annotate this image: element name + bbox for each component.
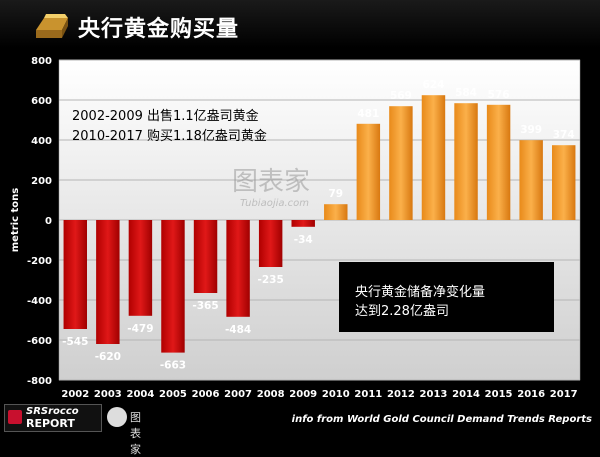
data-label: 584 <box>455 87 477 99</box>
bar-2016 <box>519 140 543 220</box>
bars <box>63 95 576 353</box>
y-tick-label: -600 <box>27 336 52 347</box>
y-tick-label: 600 <box>31 96 52 107</box>
x-tick-label: 2008 <box>257 389 285 400</box>
bar-2007 <box>226 220 250 317</box>
bar-2009 <box>291 220 315 227</box>
summary-line-2: 达到2.28亿盎司 <box>355 304 449 319</box>
gold-bar-icon <box>36 14 68 38</box>
x-tick-label: 2006 <box>192 389 220 400</box>
x-tick-label: 2009 <box>289 389 317 400</box>
x-tick-label: 2005 <box>159 389 187 400</box>
y-tick-label: 200 <box>31 176 52 187</box>
x-tick-label: 2011 <box>354 389 382 400</box>
bar-2014 <box>454 103 478 220</box>
x-tick-label: 2010 <box>322 389 350 400</box>
data-label: -479 <box>127 323 153 335</box>
tubiao-logo-text: 图表家 <box>130 411 141 456</box>
srs-badge-icon <box>8 410 22 424</box>
bar-2003 <box>96 220 120 344</box>
data-label: -34 <box>294 234 313 246</box>
data-label: -484 <box>225 324 251 336</box>
data-label: -365 <box>192 300 218 312</box>
summary-line-1: 央行黄金储备净变化量 <box>355 284 485 300</box>
y-axis-label: metric tons <box>10 188 21 253</box>
srs-logo: SRSrocco REPORT <box>4 404 102 432</box>
x-tick-label: 2014 <box>452 389 480 400</box>
x-tick-label: 2003 <box>94 389 122 400</box>
data-label: -545 <box>62 336 88 348</box>
note-line-2: 2010-2017 购买1.18亿盎司黄金 <box>72 128 267 144</box>
data-label: 569 <box>390 90 412 102</box>
bar-2013 <box>421 95 446 220</box>
x-tick-label: 2012 <box>387 389 415 400</box>
y-tick-label: -800 <box>27 376 52 387</box>
y-tick-label: -200 <box>27 256 52 267</box>
bar-2002 <box>63 220 88 329</box>
data-label: 624 <box>423 79 445 91</box>
y-tick-label: -400 <box>27 296 52 307</box>
note-line-1: 2002-2009 出售1.1亿盎司黄金 <box>72 108 259 124</box>
bar-2017 <box>551 145 576 220</box>
data-label: -620 <box>95 351 121 363</box>
x-tick-label: 2002 <box>61 389 89 400</box>
data-label: 576 <box>488 89 510 101</box>
bar-2010 <box>324 204 348 220</box>
data-label: -663 <box>160 360 186 372</box>
bar-2004 <box>128 220 153 316</box>
x-axis-ticks: 2002 2003 2004 2005 2006 2007 2008 2009 2010 2011… <box>61 389 577 400</box>
x-tick-label: 2004 <box>126 389 154 400</box>
page-title: 央行黄金购买量 <box>78 17 240 42</box>
x-tick-label: 2013 <box>420 389 448 400</box>
y-tick-label: 800 <box>31 56 52 67</box>
watermark: 图表家 Tubiaojia.com <box>232 167 310 209</box>
data-label: 481 <box>357 108 379 120</box>
watermark-text: 图表家 <box>232 167 310 197</box>
bar-2006 <box>193 220 218 293</box>
source-note: info from World Gold Council Demand Tren… <box>291 414 592 425</box>
data-label: 399 <box>520 124 542 136</box>
x-tick-label: 2017 <box>550 389 578 400</box>
data-labels: -545 -620 -479 -663 -365 -484 -235 -34 79 481 569 6… <box>62 79 575 371</box>
x-tick-label: 2016 <box>517 389 545 400</box>
y-axis-ticks: -800 -600 -400 -200 0 200 400 600 800 <box>27 56 52 387</box>
tubiao-logo-icon <box>107 407 127 427</box>
data-label: -235 <box>258 274 284 286</box>
watermark-subtext: Tubiaojia.com <box>240 198 309 209</box>
bar-2005 <box>161 220 185 353</box>
bar-2008 <box>258 220 283 267</box>
chart: 图表家 Tubiaojia.com -800 -600 -400 -200 0 200 40… <box>10 56 581 400</box>
header: 央行黄金购买量 <box>0 0 600 48</box>
x-tick-label: 2015 <box>485 389 513 400</box>
srs-logo-name: SRSrocco <box>26 406 79 417</box>
data-label: 374 <box>553 129 575 141</box>
srs-logo-report: REPORT <box>26 417 75 430</box>
y-tick-label: 400 <box>31 136 52 147</box>
data-label: 79 <box>328 188 343 200</box>
bar-2015 <box>486 104 511 220</box>
x-tick-label: 2007 <box>224 389 252 400</box>
bar-2011 <box>356 123 381 220</box>
bar-2012 <box>389 106 413 220</box>
summary-box <box>339 262 554 332</box>
y-tick-label: 0 <box>45 216 52 227</box>
